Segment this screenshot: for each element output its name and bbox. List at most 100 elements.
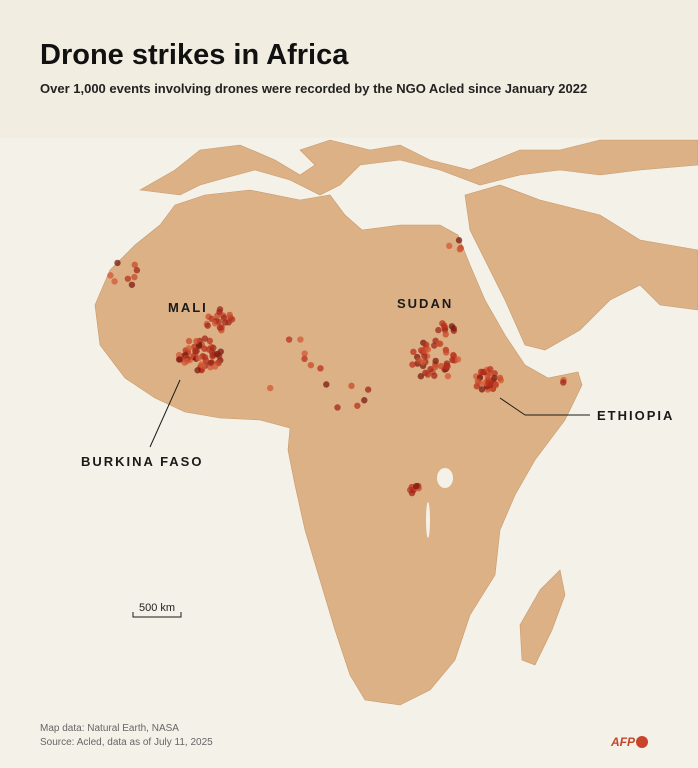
event-dot [421,352,428,360]
event-dot [439,320,446,327]
event-dot [443,349,450,356]
event-dot [409,361,416,368]
event-dot [210,344,217,352]
event-dot [478,386,486,393]
event-dot [185,337,193,345]
event-dot [214,350,221,358]
event-dot [211,363,219,370]
event-dot [194,367,201,374]
event-dot [491,370,498,377]
country-label: BURKINA FASO [81,454,203,469]
event-dot [454,356,462,363]
event-dot [474,378,482,385]
event-dot [195,354,202,362]
event-dot [226,311,233,319]
event-dot [435,326,442,334]
event-dot [491,374,498,382]
event-dot [446,242,453,250]
event-dot [444,372,452,380]
event-dot [415,357,423,364]
event-dot [317,365,324,372]
event-dot [183,358,190,365]
scale-label: 500 km [139,602,175,614]
event-dot [204,322,211,329]
event-dot [124,275,132,282]
event-dot [307,361,315,369]
country-label: SUDAN [397,296,453,311]
event-dot [354,402,361,409]
event-dot [448,323,456,330]
event-dot [424,346,432,353]
event-dot [442,331,449,338]
event-dot [198,361,205,368]
event-dot [437,362,445,370]
event-dot [267,384,274,392]
event-dot [485,379,492,386]
event-dot [107,272,114,279]
event-dot [560,379,567,386]
lakes [426,468,453,538]
europe [139,139,698,196]
event-dot [185,345,193,352]
event-dot [301,355,308,363]
arabia [464,184,698,351]
logo: AFP [610,735,636,749]
event-dot [323,381,330,388]
event-dot [133,267,141,274]
event-dot [432,357,439,365]
event-dot [218,324,225,331]
event-dot [450,351,457,359]
event-dot [413,482,420,490]
event-dot [492,381,500,389]
event-dot [201,354,209,361]
event-dot [206,337,214,345]
event-dot [431,372,438,379]
event-dot [114,259,121,267]
event-dot [220,314,228,321]
event-dot [192,348,199,355]
event-dot [131,273,138,281]
event-dots [107,237,567,497]
event-dot [424,371,432,378]
event-dot [442,364,450,371]
event-dot [473,383,480,390]
madagascar [519,569,566,666]
event-dot [410,348,417,356]
event-dot [301,350,308,357]
event-dot [364,386,372,393]
event-dot [348,382,355,390]
lake-tanganyika [426,502,430,538]
event-dot [361,397,368,404]
event-dot [479,368,487,376]
event-dot [435,340,443,347]
event-dot [496,374,504,382]
event-dot [285,336,293,343]
event-dot [432,363,439,371]
scale-bar [132,612,182,618]
event-dot [408,489,416,497]
event-dot [487,365,494,373]
event-dot [175,356,183,363]
event-dot [216,308,223,316]
event-dot [215,318,222,325]
event-dot [111,278,118,285]
leader-line [149,379,181,448]
event-dot [131,261,138,269]
event-dot [201,335,209,342]
leaders [132,379,590,618]
event-dot [208,315,215,323]
event-dot [193,338,200,345]
event-dot [455,237,463,244]
event-dot [417,373,425,380]
credit: Map data: Natural Earth, NASA [40,723,179,734]
event-dot [334,404,341,411]
event-dot [128,281,136,288]
lake-victoria [437,468,453,488]
country-label: MALI [168,300,208,315]
country-label: ETHIOPIA [597,408,674,423]
title: Drone strikes in Africa [40,39,349,71]
event-dot [297,336,304,343]
